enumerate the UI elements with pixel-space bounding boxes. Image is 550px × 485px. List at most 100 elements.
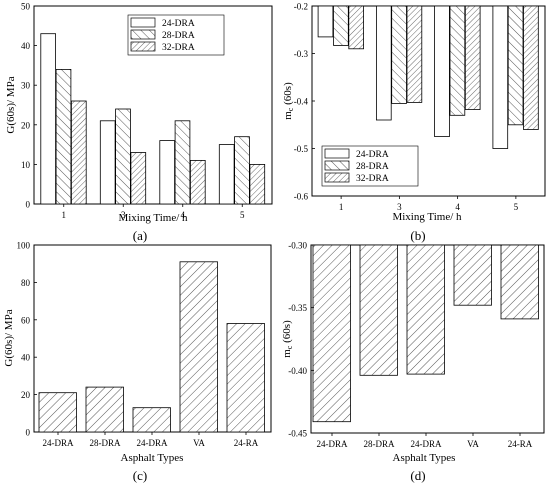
panel-b-bar bbox=[507, 5, 524, 126]
panel-a-bar bbox=[115, 108, 131, 205]
panel-d-x-tick-label: VA bbox=[467, 439, 479, 449]
panel-a-y-tick-label: 40 bbox=[21, 41, 31, 51]
panel-a-bar bbox=[218, 144, 235, 205]
panel-a-legend-label: 28-DRA bbox=[162, 31, 195, 41]
panel-a-y-tick-label: 0 bbox=[26, 200, 31, 210]
panel-a-bar bbox=[174, 120, 191, 205]
panel-a-y-tick-label: 50 bbox=[21, 2, 31, 12]
panel-b-legend-swatch bbox=[324, 172, 350, 183]
panel-d-ticks: 24-DRA 28-DRA 24-DRA VA 24-RA -0.30 -0.35 -0.40… bbox=[288, 241, 533, 450]
panel-c-y-tick-label: 60 bbox=[21, 315, 31, 325]
panel-d-bar bbox=[312, 244, 351, 423]
panel-a-y-axis-label: G(60s)/ MPa bbox=[5, 76, 17, 133]
panel-b-bar bbox=[333, 5, 349, 46]
panel-d-y-tick-label: -0.40 bbox=[288, 366, 307, 376]
panel-b-bar bbox=[523, 5, 539, 130]
panel-a-legend-swatch bbox=[130, 41, 156, 52]
panel-a-y-tick-label: 10 bbox=[21, 160, 31, 170]
panel-c-y-tick-label: 100 bbox=[17, 241, 31, 251]
panel-b-bar bbox=[464, 5, 481, 110]
panel-c-bar bbox=[85, 386, 124, 433]
panel-a-bar bbox=[159, 140, 176, 205]
panel-a-y-tick-label: 20 bbox=[21, 120, 31, 130]
panel-d-bars bbox=[312, 244, 539, 423]
panel-b-bar bbox=[449, 5, 466, 116]
panel-a-bar bbox=[40, 33, 56, 205]
panel-b-bar bbox=[391, 5, 407, 104]
panel-d-y-tick-label: -0.45 bbox=[288, 429, 307, 439]
panel-a-x-tick-label: 4 bbox=[181, 210, 186, 220]
panel-b-bar bbox=[348, 5, 364, 50]
panel-b-x-tick-label: 5 bbox=[514, 202, 519, 212]
panel-a-bar bbox=[130, 152, 147, 205]
panel-b-label: (b) bbox=[410, 228, 425, 243]
panel-d-y-tick-label: -0.35 bbox=[288, 303, 307, 313]
panel-d-x-tick-label: 24-RA bbox=[508, 439, 533, 449]
panel-b-bar bbox=[375, 5, 392, 121]
panel-b-bars bbox=[317, 5, 539, 149]
panel-c-bars bbox=[38, 261, 265, 433]
panel-a-x-axis-label: Mixing Time/ h bbox=[118, 212, 188, 224]
panel-a-legend-swatch bbox=[130, 29, 156, 40]
panel-a-label: (a) bbox=[133, 228, 147, 243]
panel-a-x-tick-label: 5 bbox=[240, 210, 245, 220]
panel-d-x-tick-label: 28-DRA bbox=[364, 439, 395, 449]
panel-b-bar bbox=[406, 5, 423, 103]
panel-c-bar bbox=[179, 261, 218, 433]
panel-b-y-tick-label: -0.3 bbox=[294, 49, 309, 59]
panel-b-legend: 24-DRA 28-DRA 32-DRA bbox=[321, 145, 419, 187]
panel-b-x-tick-label: 4 bbox=[455, 202, 460, 212]
panel-b-x-tick-label: 3 bbox=[397, 202, 402, 212]
panel-d-x-axis-label: Asphalt Types bbox=[393, 452, 456, 464]
panel-c-x-tick-label: 24-DRA bbox=[137, 438, 168, 448]
panel-a-x-tick-label: 3 bbox=[121, 210, 126, 220]
panel-b-y-tick-label: -0.4 bbox=[294, 97, 309, 107]
panel-a-legend-label: 32-DRA bbox=[162, 43, 195, 53]
panel-d-bar bbox=[359, 244, 398, 376]
panel-a-y-tick-label: 30 bbox=[21, 81, 31, 91]
panel-b-bar bbox=[317, 5, 334, 38]
panel-c-bar bbox=[132, 407, 171, 433]
panel-a-bar bbox=[189, 159, 206, 205]
panel-c-bar bbox=[38, 392, 77, 433]
panel-b-y-tick-label: -0.6 bbox=[294, 192, 309, 202]
panel-c-bar bbox=[226, 323, 265, 433]
panel-b-x-tick-label: 1 bbox=[339, 202, 344, 212]
panel-b-legend-label: 32-DRA bbox=[356, 174, 389, 184]
panel-d-y-axis-label: mc (60s) bbox=[281, 320, 294, 358]
panel-a-bar bbox=[99, 120, 116, 205]
panel-b-legend-swatch bbox=[324, 160, 350, 171]
panel-c-x-tick-label: 24-DRA bbox=[43, 438, 74, 448]
panel-c-y-tick-label: 20 bbox=[21, 390, 31, 400]
panel-b-legend-label: 28-DRA bbox=[356, 162, 389, 172]
panel-d-x-tick-label: 24-DRA bbox=[317, 439, 348, 449]
panel-c-y-tick-label: 80 bbox=[21, 278, 31, 288]
panel-b-y-axis-label: mc (60s) bbox=[282, 82, 295, 120]
panel-b-x-axis-label: Mixing Time/ h bbox=[392, 211, 462, 223]
panel-a-bar bbox=[249, 163, 266, 205]
panel-a-bar bbox=[71, 100, 87, 205]
panel-b-bar bbox=[492, 5, 509, 149]
panel-a-x-tick-label: 1 bbox=[62, 210, 67, 220]
panel-d-x-tick-label: 24-DRA bbox=[411, 439, 442, 449]
panel-c-y-tick-label: 0 bbox=[26, 428, 31, 438]
panel-a-bars bbox=[40, 33, 266, 205]
panel-d-label: (d) bbox=[410, 468, 425, 483]
panel-b-bar bbox=[434, 5, 450, 138]
panel-c-ticks: 24-DRA 28-DRA 24-DRA VA 24-RA 0 20 40 60 80 100 bbox=[17, 241, 259, 449]
panel-b-y-tick-label: -0.5 bbox=[294, 144, 309, 154]
panel-b-legend-label: 24-DRA bbox=[356, 150, 389, 160]
panel-c-x-tick-label: 28-DRA bbox=[90, 438, 121, 448]
panel-c-y-tick-label: 40 bbox=[21, 353, 31, 363]
panel-a-bar bbox=[55, 69, 72, 205]
panel-d-chart: 24-DRA 28-DRA 24-DRA VA 24-RA -0.30 -0.35 -0.40… bbox=[281, 241, 545, 483]
panel-c-label: (c) bbox=[133, 468, 147, 483]
panel-c-x-tick-label: 24-RA bbox=[234, 438, 259, 448]
panel-b-ticks: 1 3 4 5 -0.2 -0.3 -0.4 -0.5 -0.6 bbox=[294, 2, 519, 213]
panel-b-y-tick-label: -0.2 bbox=[294, 2, 308, 12]
panel-a-legend-swatch bbox=[130, 17, 156, 28]
panel-d-y-tick-label: -0.30 bbox=[288, 241, 307, 251]
